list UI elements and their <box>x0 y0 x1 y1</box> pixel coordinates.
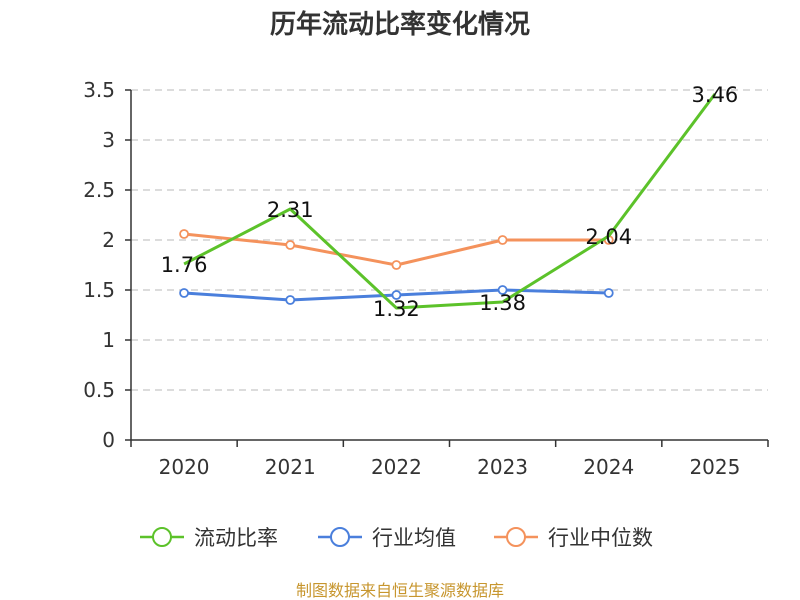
series-point-1 <box>603 288 614 298</box>
y-tick-label: 0.5 <box>83 378 115 402</box>
series-point-1 <box>285 295 296 305</box>
series-point-1 <box>179 288 189 298</box>
data-label-layer: 1.76 2.31 1.32 1.38 2.04 3.46 <box>161 83 739 321</box>
series-point-2 <box>391 260 402 270</box>
legend: 流动比率 行业均值 行业中位数 <box>140 526 653 550</box>
grid-layer <box>131 89 768 391</box>
x-tick-label: 2020 <box>159 455 210 479</box>
legend-label: 行业中位数 <box>548 526 653 550</box>
data-label: 2.31 <box>267 198 314 222</box>
series-point-1 <box>497 285 508 295</box>
data-label: 1.32 <box>373 297 420 321</box>
legend-marker <box>330 527 350 547</box>
x-tick-label: 2021 <box>265 455 316 479</box>
series-point-2 <box>497 235 508 245</box>
x-tick-label: 2022 <box>371 455 422 479</box>
legend-marker <box>152 527 172 547</box>
y-tick-label: 2 <box>102 228 115 252</box>
y-tick-label: 3.5 <box>83 78 115 102</box>
legend-marker <box>506 527 526 547</box>
x-tick-label: 2024 <box>583 455 634 479</box>
x-tick-label: 2025 <box>689 455 740 479</box>
y-tick-label: 0 <box>102 428 115 452</box>
series-layer <box>179 93 717 310</box>
x-tick-label: 2023 <box>477 455 528 479</box>
data-label: 3.46 <box>692 83 739 107</box>
series-point-2 <box>179 229 189 239</box>
data-label: 1.76 <box>161 253 208 277</box>
data-label: 2.04 <box>585 225 632 249</box>
series-point-2 <box>285 240 296 250</box>
series-point-1 <box>391 290 402 300</box>
y-tick-label: 2.5 <box>83 178 115 202</box>
source-note: 制图数据来自恒生聚源数据库 <box>296 581 504 600</box>
series-line-0 <box>183 93 717 310</box>
legend-label: 流动比率 <box>194 526 278 550</box>
legend-label: 行业均值 <box>372 526 456 550</box>
axis-layer: 0 0.5 1 1.5 2 2.5 3 3.5 2020 2021 2022 2023 2024 2025 <box>83 78 769 479</box>
chart-title: 历年流动比率变化情况 <box>270 9 530 40</box>
y-tick-label: 1.5 <box>83 278 115 302</box>
data-label: 1.38 <box>479 291 526 315</box>
y-tick-label: 3 <box>102 128 115 152</box>
y-tick-label: 1 <box>102 328 115 352</box>
